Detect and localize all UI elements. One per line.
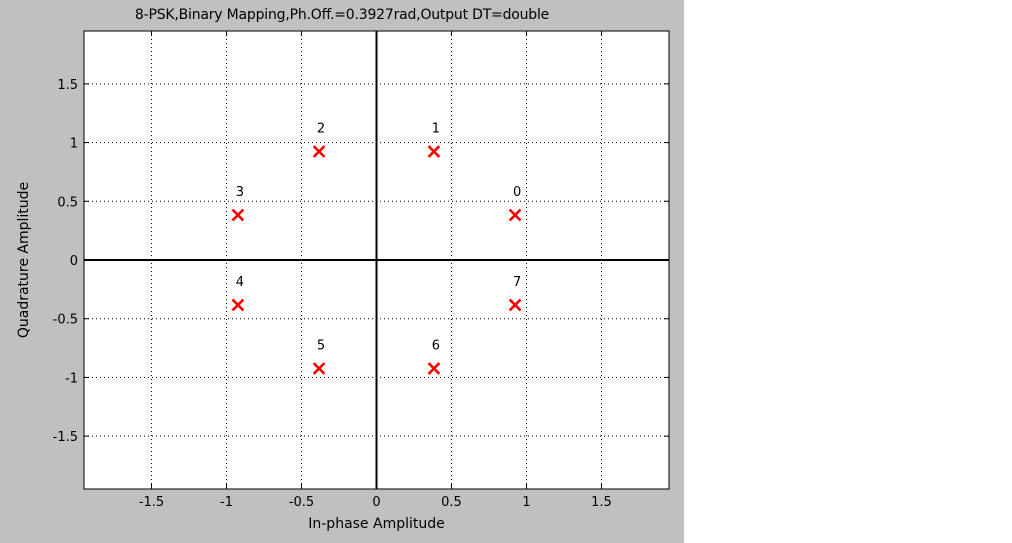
point-label: 7	[513, 275, 521, 290]
x-tick-label: 0.5	[441, 495, 462, 510]
constellation-point: 0	[508, 185, 522, 222]
x-marker	[312, 145, 326, 158]
y-axis-label: Quadrature Amplitude	[16, 182, 32, 338]
x-tick-label: -0.5	[289, 495, 314, 510]
y-tick-label: -1.5	[53, 430, 78, 445]
x-marker	[427, 362, 441, 375]
constellation-point: 6	[427, 339, 441, 375]
point-label: 6	[432, 339, 440, 354]
x-axis-label: In-phase Amplitude	[308, 516, 445, 532]
y-axis-ticks: 1.5 1 0.5 0 -0.5 -1 -1.5	[53, 78, 669, 445]
y-tick-label: 1	[70, 137, 78, 152]
x-tick-label: -1.5	[139, 495, 164, 510]
x-marker	[231, 208, 245, 222]
y-tick-label: 0	[70, 254, 78, 269]
point-label: 4	[236, 275, 244, 290]
y-tick-label: 1.5	[57, 78, 78, 93]
x-marker	[231, 298, 245, 312]
point-label: 1	[432, 121, 440, 136]
x-tick-label: 1	[522, 495, 530, 510]
constellation-point: 3	[231, 185, 245, 222]
point-label: 3	[236, 185, 244, 200]
constellation-point: 7	[508, 275, 522, 312]
point-label: 2	[317, 121, 325, 136]
figure-window: 8-PSK,Binary Mapping,Ph.Off.=0.3927rad,O…	[0, 0, 684, 543]
y-tick-label: 0.5	[57, 195, 78, 210]
x-tick-label: -1	[220, 495, 233, 510]
constellation-point: 2	[312, 121, 326, 158]
constellation-point: 4	[231, 275, 245, 312]
x-marker	[508, 298, 522, 312]
x-tick-label: 0	[372, 495, 380, 510]
y-tick-label: -0.5	[53, 313, 78, 328]
x-marker	[427, 145, 441, 158]
point-label: 5	[317, 339, 325, 354]
constellation-point: 5	[312, 339, 326, 375]
chart-title: 8-PSK,Binary Mapping,Ph.Off.=0.3927rad,O…	[134, 7, 550, 23]
x-marker	[312, 362, 326, 375]
zero-axes	[84, 31, 669, 489]
point-label: 0	[513, 185, 521, 200]
constellation-points: 0 1 2 3 4 5 6 7	[231, 121, 522, 375]
x-tick-label: 1.5	[591, 495, 612, 510]
scatter-plot: -1.5 -1 -0.5 0 0.5 1 1.5 1.510.50-0.5-1-1.5 01…	[16, 30, 670, 532]
x-marker	[508, 208, 522, 222]
constellation-point: 1	[427, 121, 441, 158]
y-tick-label: -1	[65, 371, 78, 386]
x-axis-ticks: -1.5 -1 -0.5 0 0.5 1 1.5	[139, 31, 612, 510]
